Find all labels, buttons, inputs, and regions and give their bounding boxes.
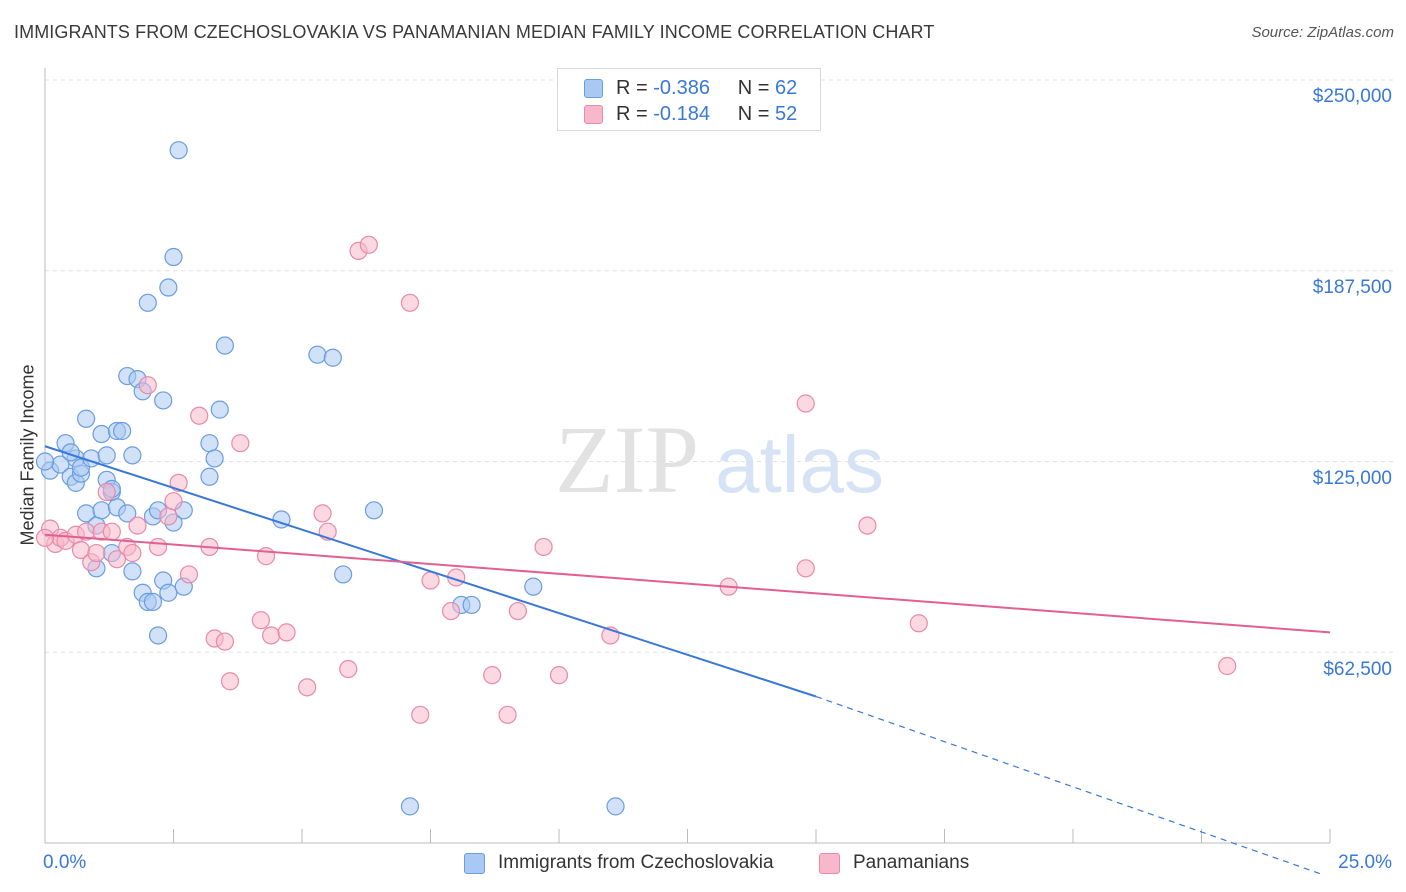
data-point-czechoslovakia xyxy=(77,409,96,428)
data-point-panamanian xyxy=(421,571,440,590)
data-point-czechoslovakia xyxy=(200,434,219,453)
data-point-panamanian xyxy=(123,543,142,563)
data-point-czechoslovakia xyxy=(97,446,116,465)
watermark-atlas: atlas xyxy=(715,420,884,509)
data-point-panamanian xyxy=(190,406,209,425)
data-point-czechoslovakia xyxy=(35,452,55,471)
data-point-czechoslovakia xyxy=(200,467,219,486)
legend-label: Panamanians xyxy=(853,852,970,873)
data-point-czechoslovakia xyxy=(462,595,481,615)
data-point-panamanian xyxy=(102,522,121,541)
legend-swatch-blue xyxy=(464,853,485,874)
data-point-czechoslovakia xyxy=(215,336,234,355)
data-point-czechoslovakia xyxy=(169,141,188,160)
data-point-panamanian xyxy=(128,516,147,535)
legend-label: Immigrants from Czechoslovakia xyxy=(498,852,774,873)
data-point-czechoslovakia xyxy=(123,446,142,465)
data-point-czechoslovakia xyxy=(112,421,132,441)
data-point-panamanian xyxy=(339,659,358,679)
data-point-panamanian xyxy=(179,565,199,584)
data-point-panamanian xyxy=(138,376,157,395)
data-point-czechoslovakia xyxy=(205,449,224,468)
data-point-panamanian xyxy=(534,537,553,557)
x-tick-label-max: 25.0% xyxy=(1338,852,1392,873)
data-point-panamanian xyxy=(858,516,877,535)
data-point-panamanian xyxy=(35,528,55,547)
data-point-czechoslovakia xyxy=(164,247,183,267)
data-point-panamanian xyxy=(313,504,332,523)
data-point-panamanian xyxy=(277,623,296,642)
data-point-czechoslovakia xyxy=(400,797,420,816)
data-point-panamanian xyxy=(796,394,815,413)
data-point-panamanian xyxy=(148,537,168,557)
data-point-czechoslovakia xyxy=(118,504,137,523)
n-label: N = xyxy=(737,77,770,99)
data-point-panamanian xyxy=(169,473,188,492)
x-tick-label-min: 0.0% xyxy=(43,852,87,873)
data-point-czechoslovakia xyxy=(154,391,173,410)
n-label: N = xyxy=(737,103,770,125)
data-point-czechoslovakia xyxy=(123,562,142,581)
stats-legend: R = -0.386 N = 62 R = -0.184 N = 52 xyxy=(557,68,821,131)
data-point-panamanian xyxy=(251,611,270,630)
y-axis-title: Median Family Income xyxy=(17,364,38,546)
r-label: R = xyxy=(616,103,648,125)
source-label: Source: ZipAtlas.com xyxy=(1251,24,1394,41)
data-point-panamanian xyxy=(441,601,461,621)
y-tick-label: $125,000 xyxy=(1312,468,1392,489)
data-point-panamanian xyxy=(498,705,517,724)
data-point-panamanian xyxy=(400,293,420,312)
y-tick-label: $250,000 xyxy=(1312,86,1392,107)
data-point-panamanian xyxy=(262,626,281,645)
trendline-czechoslovakia xyxy=(44,445,817,698)
trendline-extension-czechoslovakia xyxy=(815,695,1320,875)
data-point-czechoslovakia xyxy=(606,797,625,816)
data-point-panamanian xyxy=(231,434,250,453)
data-point-panamanian xyxy=(159,507,178,526)
watermark-zip: ZIP xyxy=(555,406,699,513)
data-point-czechoslovakia xyxy=(524,577,543,596)
legend-swatch-pink xyxy=(584,105,603,124)
data-point-panamanian xyxy=(298,678,317,697)
data-point-panamanian xyxy=(1218,656,1237,676)
r-value: -0.184 xyxy=(653,103,710,125)
data-point-czechoslovakia xyxy=(364,501,384,520)
r-label: R = xyxy=(616,77,648,99)
data-point-panamanian xyxy=(359,235,378,254)
data-point-panamanian xyxy=(909,614,928,633)
y-tick-label: $62,500 xyxy=(1323,659,1392,680)
data-point-czechoslovakia xyxy=(159,583,178,602)
data-point-czechoslovakia xyxy=(138,293,157,312)
data-point-panamanian xyxy=(164,492,183,511)
chart-title: IMMIGRANTS FROM CZECHOSLOVAKIA VS PANAMA… xyxy=(14,22,935,42)
data-point-panamanian xyxy=(97,482,116,502)
data-point-czechoslovakia xyxy=(210,400,229,419)
y-tick-label: $187,500 xyxy=(1312,277,1392,298)
data-point-czechoslovakia xyxy=(323,348,342,367)
data-point-panamanian xyxy=(483,666,502,685)
data-point-czechoslovakia xyxy=(92,501,111,520)
data-point-panamanian xyxy=(508,601,527,621)
data-point-panamanian xyxy=(215,632,234,651)
data-point-panamanian xyxy=(411,705,430,724)
data-point-czechoslovakia xyxy=(308,345,327,364)
data-point-panamanian xyxy=(796,559,815,578)
data-point-panamanian xyxy=(107,550,127,569)
data-point-panamanian xyxy=(87,543,106,563)
legend-swatch-pink xyxy=(819,853,840,874)
n-value: 52 xyxy=(775,103,798,125)
legend-swatch-blue xyxy=(584,79,603,98)
data-point-czechoslovakia xyxy=(334,565,353,584)
data-point-czechoslovakia xyxy=(143,592,163,611)
data-point-czechoslovakia xyxy=(148,626,168,645)
data-point-czechoslovakia xyxy=(159,278,178,297)
data-point-panamanian xyxy=(549,666,569,685)
data-point-czechoslovakia xyxy=(92,424,111,444)
trendline-panamanian xyxy=(44,533,1331,634)
n-value: 62 xyxy=(775,77,798,99)
data-point-panamanian xyxy=(220,672,240,691)
r-value: -0.386 xyxy=(653,77,710,99)
